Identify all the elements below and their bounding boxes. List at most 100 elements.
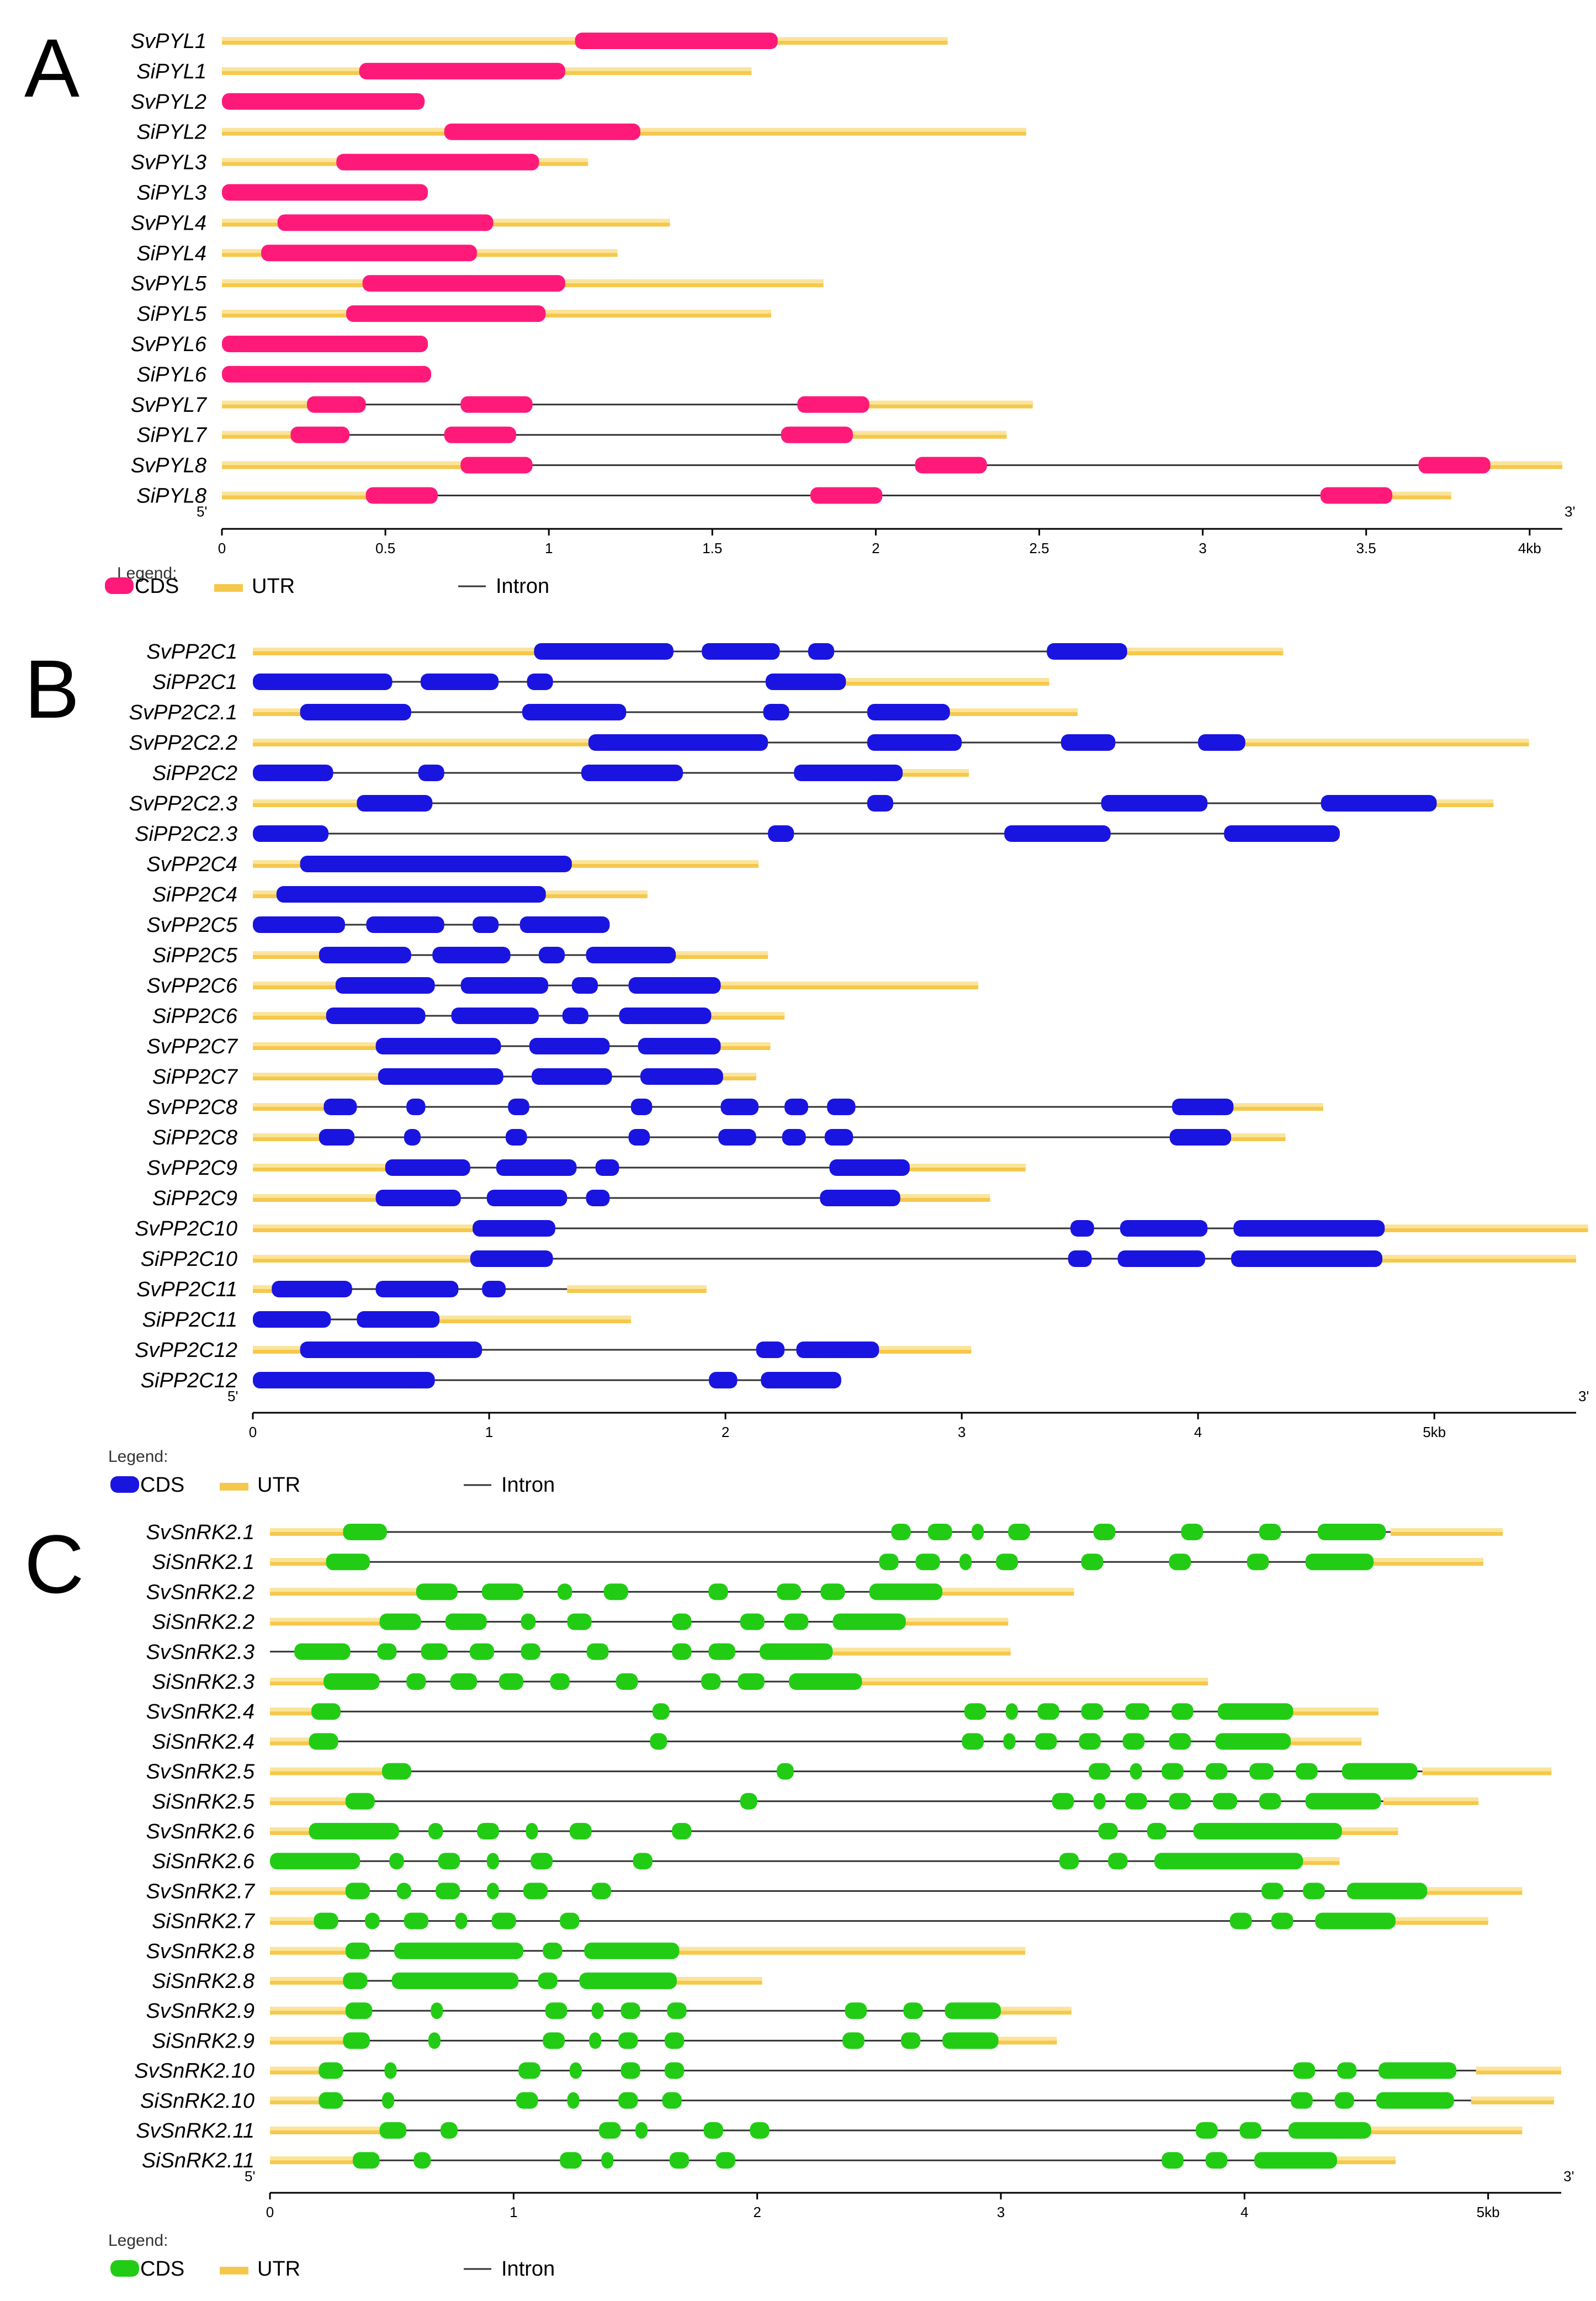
utr-highlight: [1422, 1767, 1552, 1772]
axis-tick-label: 1: [485, 1424, 493, 1440]
cds-exon: [261, 245, 477, 262]
gene-label: SvPYL3: [131, 151, 206, 174]
cds-exon: [782, 1129, 806, 1146]
utr-highlight: [270, 1678, 328, 1682]
cds-exon: [345, 1942, 370, 1959]
cds-exon: [1003, 1733, 1016, 1750]
cds-exon: [486, 1883, 499, 1900]
gene-label: SvPP2C8: [146, 1096, 237, 1119]
gene-row: SiPP2C2: [152, 762, 969, 785]
gene-row: SvSnRK2.6: [146, 1820, 1398, 1843]
utr-highlight: [674, 1947, 1026, 1951]
cds-exon: [569, 1823, 592, 1839]
cds-exon: [1125, 1703, 1150, 1720]
legend-cds-label: CDS: [140, 1473, 184, 1497]
utr-highlight: [1324, 2156, 1396, 2161]
utr-highlight: [1471, 2096, 1554, 2101]
utr-highlight: [270, 1917, 319, 1921]
cds-exon: [345, 1883, 370, 1900]
cds-exon: [314, 1912, 338, 1929]
cds-exon: [571, 977, 598, 994]
gene-row: SvPYL8: [131, 454, 1562, 478]
cds-exon: [375, 1281, 459, 1297]
gene-row: SvPP2C2.2: [129, 731, 1529, 755]
utr-highlight: [720, 982, 979, 985]
cds-exon: [394, 1942, 523, 1959]
cds-exon: [1337, 2062, 1357, 2079]
cds-exon: [1418, 457, 1491, 474]
cds-exon: [343, 2032, 370, 2049]
gene-row: SvPP2C12: [135, 1339, 972, 1362]
cds-exon: [455, 1912, 468, 1929]
gene-label: SiSnRK2.8: [152, 1970, 254, 1993]
utr-highlight: [895, 1194, 990, 1198]
cds-exon: [365, 1912, 380, 1929]
cds-exon: [550, 1673, 570, 1690]
cds-exon: [222, 365, 432, 383]
gene-row: SvSnRK2.5: [146, 1761, 1552, 1784]
gene-row: SvSnRK2.4: [146, 1700, 1379, 1724]
gene-row: SvPP2C2.1: [129, 701, 1078, 724]
cds-exon: [664, 2062, 685, 2079]
cds-exon: [1079, 1733, 1101, 1750]
axis-tick-label: 3.5: [1356, 540, 1376, 556]
cds-exon: [324, 1673, 380, 1690]
cds-exon: [901, 2032, 921, 2049]
cds-exon: [486, 1190, 568, 1206]
kb-axis: 0 1 2 3 4 5kb: [249, 1412, 1576, 1440]
gene-label: SvPP2C2.2: [129, 731, 237, 755]
cds-exon: [765, 674, 846, 690]
cds-exon: [473, 916, 499, 933]
cds-exon: [384, 2062, 397, 2079]
cds-exon: [1147, 1823, 1167, 1839]
cds-exon: [377, 1643, 397, 1660]
cds-exon: [708, 1583, 728, 1600]
gene-row: SvPP2C1: [146, 640, 1284, 664]
gene-label: SiPYL2: [136, 121, 206, 144]
utr-highlight: [1383, 1797, 1478, 1801]
cds-exon: [1081, 1554, 1104, 1571]
cds-exon: [1254, 2152, 1337, 2169]
gene-row: SvSnRK2.3: [146, 1641, 1011, 1664]
gene-label: SiSnRK2.1: [152, 1551, 254, 1574]
cds-exon: [382, 2092, 395, 2109]
gene-label: SvSnRK2.3: [146, 1641, 254, 1664]
legend-cds-label: CDS: [135, 575, 179, 598]
gene-row: SiPP2C12: [141, 1369, 841, 1392]
cds-exon: [527, 674, 553, 690]
gene-label: SvSnRK2.4: [146, 1700, 254, 1724]
cds-exon: [1315, 1912, 1396, 1929]
cds-exon: [1247, 1554, 1269, 1571]
gene-row: SiPP2C2.3: [135, 823, 1340, 846]
gene-row: SvPYL6: [131, 333, 428, 356]
cds-exon: [319, 2062, 343, 2079]
cds-exon: [1334, 2092, 1354, 2109]
gene-row: SiPP2C9: [152, 1187, 990, 1210]
cds-exon: [499, 1673, 523, 1690]
cds-exon: [1047, 643, 1127, 660]
cds-exon: [418, 765, 444, 781]
cds-exon: [1376, 2092, 1454, 2109]
cds-exon: [335, 977, 435, 994]
cds-exon: [428, 1823, 443, 1839]
utr-highlight: [1288, 1708, 1379, 1712]
cds-exon: [595, 1159, 619, 1176]
gene-label: SvPP2C10: [135, 1217, 237, 1240]
cds-exon: [784, 1099, 808, 1115]
gene-row: SiSnRK2.11: [142, 2149, 1396, 2172]
cds-exon: [672, 1613, 692, 1630]
gene-label: SvPYL6: [131, 333, 207, 356]
gene-label: SvPYL4: [131, 211, 206, 235]
gene-row: SvPP2C7: [146, 1035, 771, 1058]
utr-highlight: [932, 1588, 1074, 1592]
gene-label: SiSnRK2.6: [152, 1850, 255, 1873]
legend-cds-swatch: [110, 1476, 139, 1493]
cds-exon: [584, 1942, 680, 1959]
cds-exon: [445, 1613, 487, 1630]
cds-exon: [1212, 1793, 1238, 1810]
cds-exon: [451, 1008, 539, 1024]
cds-exon: [708, 1643, 735, 1660]
cds-exon: [343, 1524, 387, 1540]
cds-exon: [879, 1554, 899, 1571]
cds-exon: [1321, 795, 1437, 812]
